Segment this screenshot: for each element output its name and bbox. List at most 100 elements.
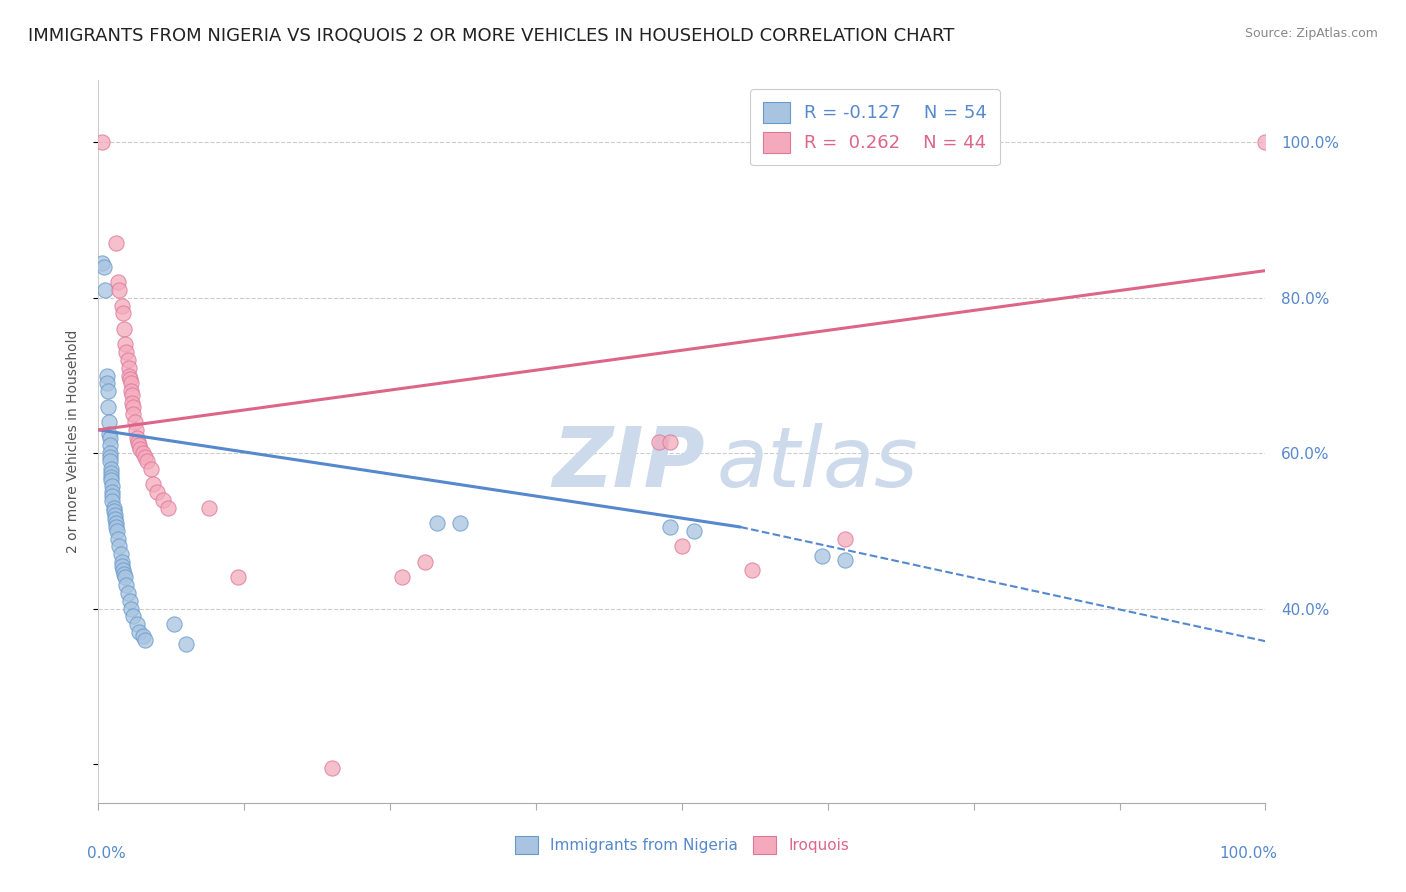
Point bbox=[136, 454, 159, 468]
Point bbox=[111, 555, 134, 569]
Point bbox=[111, 299, 134, 313]
Point bbox=[118, 368, 141, 383]
Point bbox=[112, 566, 135, 581]
Point bbox=[90, 256, 112, 270]
Point bbox=[127, 434, 149, 449]
Y-axis label: 2 or more Vehicles in Household: 2 or more Vehicles in Household bbox=[66, 330, 80, 553]
Point bbox=[98, 431, 121, 445]
Text: IMMIGRANTS FROM NIGERIA VS IROQUOIS 2 OR MORE VEHICLES IN HOUSEHOLD CORRELATION : IMMIGRANTS FROM NIGERIA VS IROQUOIS 2 OR… bbox=[28, 27, 955, 45]
Point bbox=[682, 524, 704, 538]
Point bbox=[146, 485, 169, 500]
Point bbox=[1254, 136, 1277, 150]
Point bbox=[114, 570, 136, 584]
Point bbox=[122, 609, 145, 624]
Point bbox=[139, 461, 162, 475]
Point bbox=[90, 136, 112, 150]
Point bbox=[111, 563, 134, 577]
Point bbox=[114, 337, 136, 351]
Point bbox=[100, 461, 122, 475]
Point bbox=[811, 549, 834, 563]
Text: 100.0%: 100.0% bbox=[1219, 847, 1277, 861]
Point bbox=[134, 450, 156, 464]
Point bbox=[101, 489, 124, 503]
Point bbox=[96, 376, 118, 391]
Point bbox=[132, 629, 155, 643]
Point bbox=[118, 360, 141, 375]
Point bbox=[101, 494, 124, 508]
Point bbox=[659, 520, 682, 534]
Point bbox=[100, 466, 122, 480]
Point bbox=[118, 594, 141, 608]
Point bbox=[107, 532, 129, 546]
Text: Source: ZipAtlas.com: Source: ZipAtlas.com bbox=[1244, 27, 1378, 40]
Point bbox=[104, 520, 127, 534]
Point bbox=[741, 563, 763, 577]
Point bbox=[104, 508, 127, 523]
Point bbox=[122, 408, 145, 422]
Point bbox=[97, 384, 120, 398]
Point bbox=[134, 632, 156, 647]
Point bbox=[449, 516, 471, 530]
Point bbox=[104, 512, 127, 526]
Point bbox=[834, 553, 856, 567]
Point bbox=[152, 492, 174, 507]
Point bbox=[157, 500, 180, 515]
Point bbox=[93, 260, 115, 274]
Text: 0.0%: 0.0% bbox=[87, 847, 125, 861]
Point bbox=[108, 540, 131, 554]
Point bbox=[98, 454, 121, 468]
Point bbox=[110, 547, 132, 561]
Point bbox=[198, 500, 221, 515]
Point bbox=[103, 504, 125, 518]
Point bbox=[321, 761, 343, 775]
Point bbox=[128, 438, 150, 452]
Text: atlas: atlas bbox=[717, 423, 918, 504]
Point bbox=[112, 322, 135, 336]
Point bbox=[647, 434, 669, 449]
Point bbox=[111, 306, 134, 320]
Point bbox=[94, 283, 117, 297]
Point bbox=[834, 532, 856, 546]
Point bbox=[124, 415, 146, 429]
Point bbox=[111, 558, 134, 573]
Point bbox=[120, 601, 142, 615]
Point bbox=[103, 500, 125, 515]
Point bbox=[391, 570, 413, 584]
Point bbox=[121, 388, 143, 402]
Point bbox=[117, 353, 139, 368]
Text: ZIP: ZIP bbox=[553, 423, 706, 504]
Legend: Immigrants from Nigeria, Iroquois: Immigrants from Nigeria, Iroquois bbox=[509, 830, 855, 860]
Point bbox=[228, 570, 250, 584]
Point bbox=[105, 524, 128, 538]
Point bbox=[115, 345, 138, 359]
Point bbox=[121, 395, 143, 409]
Point bbox=[413, 555, 436, 569]
Point bbox=[98, 438, 121, 452]
Point bbox=[125, 431, 148, 445]
Point bbox=[118, 372, 141, 386]
Point bbox=[108, 283, 131, 297]
Point bbox=[163, 617, 186, 632]
Point bbox=[125, 617, 148, 632]
Point bbox=[659, 434, 682, 449]
Point bbox=[100, 469, 122, 483]
Point bbox=[174, 636, 197, 650]
Point bbox=[671, 540, 693, 554]
Point bbox=[101, 485, 124, 500]
Point bbox=[97, 426, 120, 441]
Point bbox=[104, 516, 127, 530]
Point bbox=[98, 450, 121, 464]
Point bbox=[120, 376, 142, 391]
Point bbox=[100, 474, 122, 488]
Point bbox=[115, 578, 138, 592]
Point bbox=[426, 516, 449, 530]
Point bbox=[96, 368, 118, 383]
Point bbox=[117, 586, 139, 600]
Point bbox=[129, 442, 152, 457]
Point bbox=[98, 446, 121, 460]
Point bbox=[104, 236, 127, 251]
Point bbox=[120, 384, 142, 398]
Point bbox=[122, 400, 145, 414]
Point bbox=[101, 479, 124, 493]
Point bbox=[125, 423, 148, 437]
